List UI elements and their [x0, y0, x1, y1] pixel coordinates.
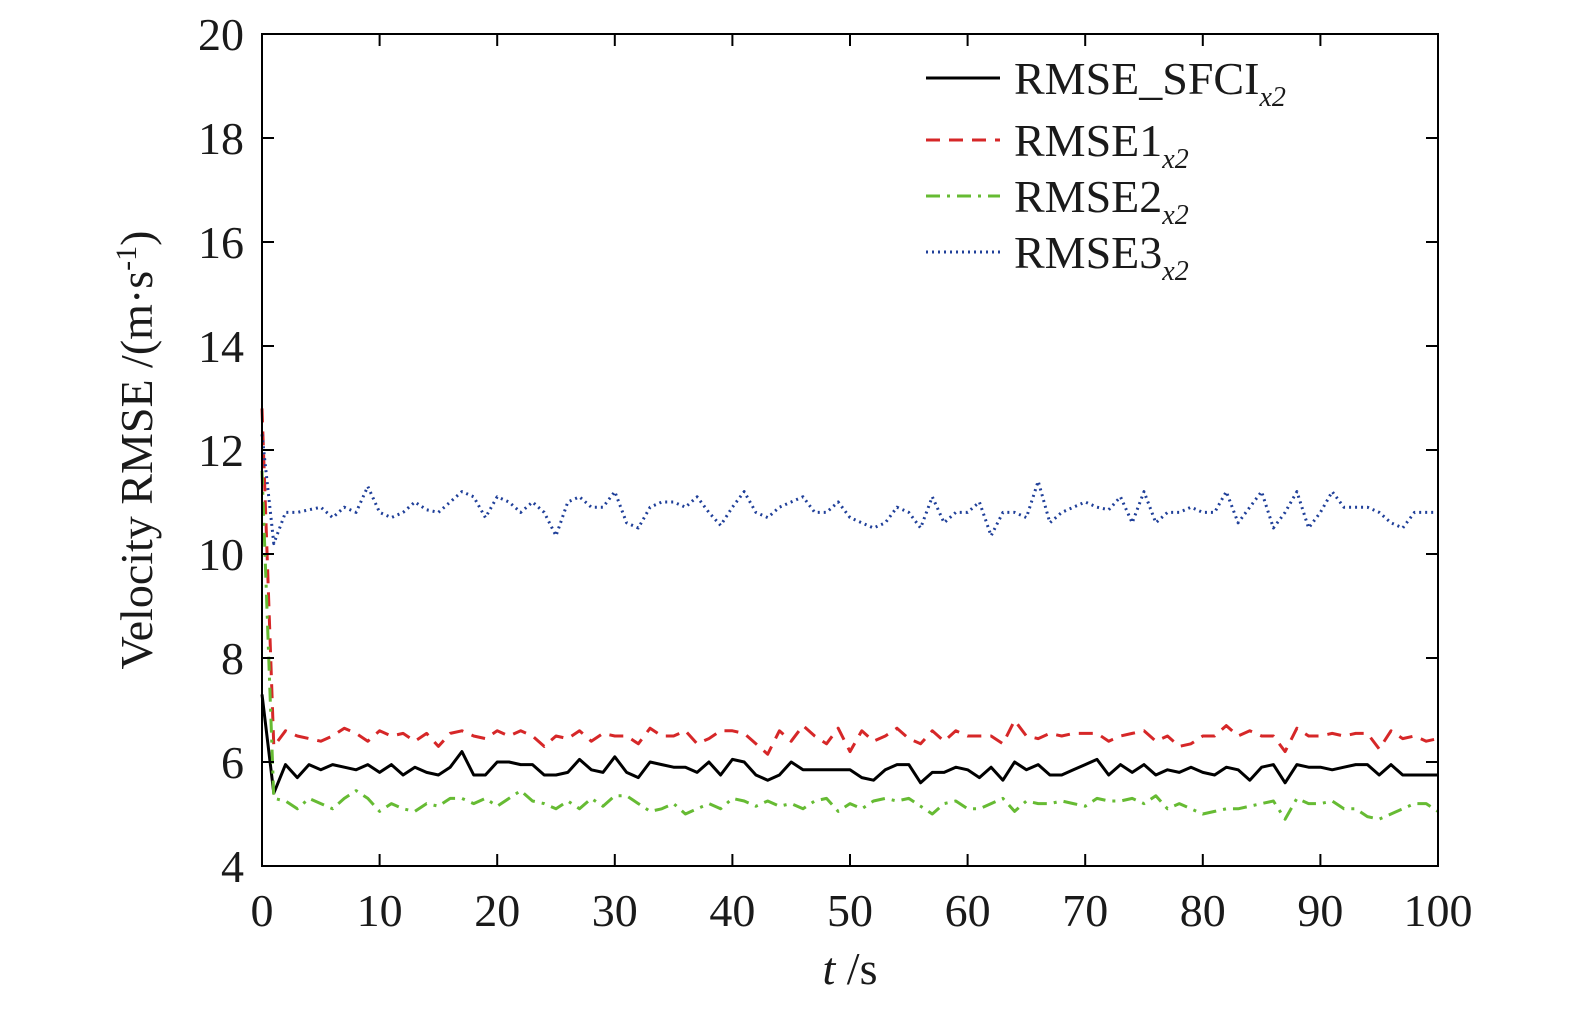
series-layer	[260, 408, 1439, 821]
y-tick-label: 4	[221, 841, 244, 892]
y-tick-label: 20	[198, 9, 244, 60]
legend-entry: RMSE2x2	[1014, 171, 1189, 231]
x-axis-variable: t	[823, 943, 837, 994]
legend-entry: RMSE_SFCIx2	[1014, 53, 1286, 113]
legend-label: RMSE_SFCI	[1014, 53, 1259, 104]
x-tick-label: 0	[251, 885, 274, 936]
y-axis-title: Velocity RMSE /(m·s-1)	[110, 231, 162, 670]
x-tick-label: 100	[1404, 885, 1473, 936]
x-tick-label: 70	[1062, 885, 1108, 936]
x-tick-label: 20	[474, 885, 520, 936]
y-tick-label: 16	[198, 217, 244, 268]
x-tick-label: 10	[357, 885, 403, 936]
x-tick-label: 30	[592, 885, 638, 936]
x-tick-label: 60	[945, 885, 991, 936]
x-tick-label: 50	[827, 885, 873, 936]
plot-frame	[261, 33, 1439, 867]
x-axis-title: t /s	[823, 943, 878, 994]
legend-subscript: x2	[1161, 200, 1188, 231]
y-axis-title-sup: -1	[110, 246, 143, 271]
legend-entry: RMSE3x2	[1014, 227, 1189, 287]
x-tick-label: 40	[709, 885, 755, 936]
series-line-rmse-sfci	[260, 694, 1438, 795]
x-axis: 0 10 20 30 40 50 60 70 80 90 100	[251, 34, 1473, 936]
y-axis-title-main: Velocity RMSE /(m·s	[111, 271, 162, 670]
legend-label: RMSE3	[1014, 227, 1162, 278]
y-tick-label: 18	[198, 113, 244, 164]
series-line-rmse1	[260, 408, 1439, 756]
y-tick-label: 14	[198, 321, 244, 372]
y-axis: 4 6 8 10 12 14 16 18 20	[198, 9, 1438, 892]
y-tick-label: 6	[221, 737, 244, 788]
legend-label: RMSE1	[1014, 115, 1162, 166]
series-line-rmse2	[260, 470, 1439, 821]
y-tick-label: 10	[198, 529, 244, 580]
y-tick-label: 8	[221, 633, 244, 684]
x-tick-label: 80	[1180, 885, 1226, 936]
legend-subscript: x2	[1161, 144, 1188, 175]
legend-entry: RMSE1x2	[1014, 115, 1189, 175]
x-tick-label: 90	[1297, 885, 1343, 936]
legend-label: RMSE2	[1014, 171, 1162, 222]
y-axis-title-close: )	[111, 231, 162, 246]
legend-subscript: x2	[1258, 82, 1285, 113]
series-line-rmse3	[260, 434, 1438, 546]
y-tick-label: 12	[198, 425, 244, 476]
x-axis-unit: /s	[835, 943, 877, 994]
legend-subscript: x2	[1161, 256, 1188, 287]
